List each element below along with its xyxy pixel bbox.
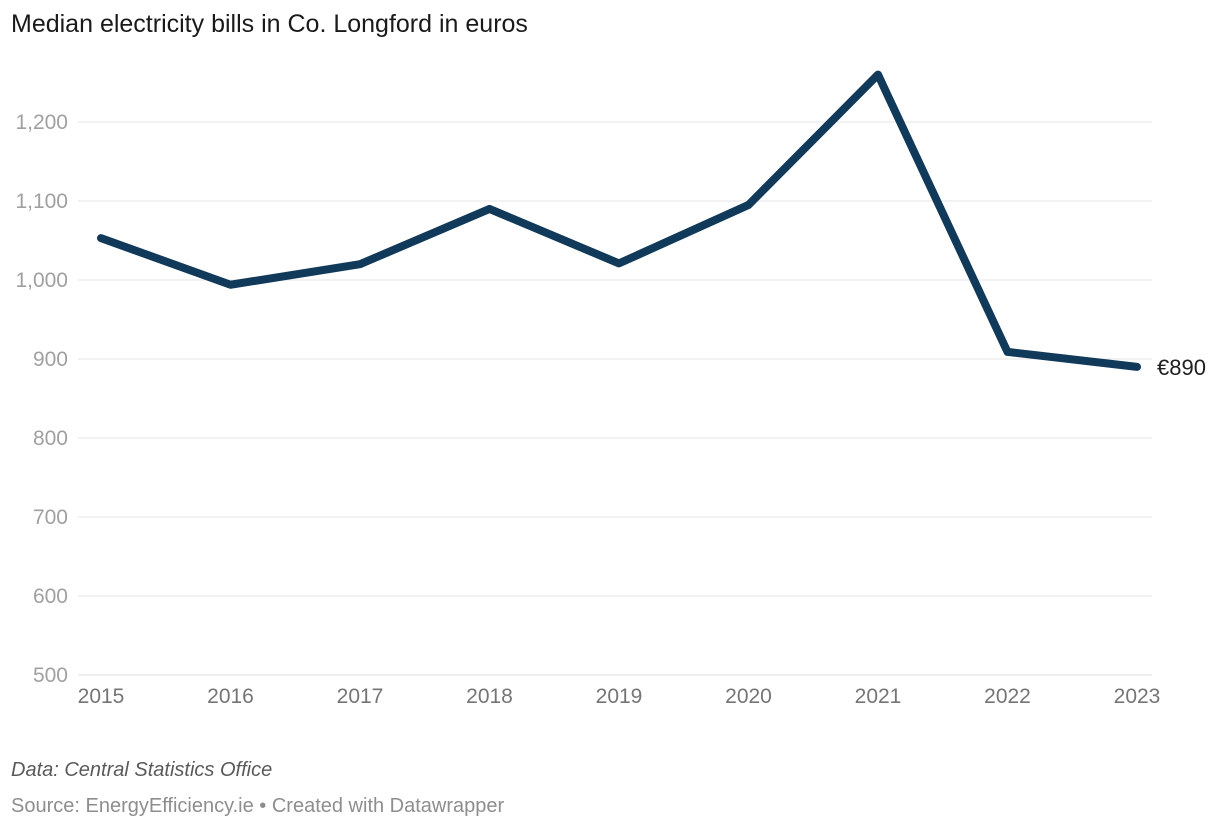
source-line: Source: EnergyEfficiency.ie • Created wi… (11, 795, 504, 818)
chart-title: Median electricity bills in Co. Longford… (11, 10, 528, 38)
y-axis-label: 700 (33, 506, 68, 529)
x-axis-label: 2018 (466, 685, 513, 708)
separator: • (253, 795, 272, 817)
x-axis-label: 2020 (725, 685, 772, 708)
y-axis-label: 1,200 (15, 111, 68, 134)
value-annotation: €890 (1157, 355, 1206, 380)
x-axis-label: 2017 (337, 685, 384, 708)
source-link[interactable]: EnergyEfficiency.ie (85, 795, 254, 817)
y-axis-label: 900 (33, 348, 68, 371)
datawrapper-credit-link[interactable]: Created with Datawrapper (271, 795, 505, 817)
x-axis-label: 2019 (596, 685, 643, 708)
y-axis-label: 600 (33, 585, 68, 608)
x-axis-label: 2015 (78, 685, 125, 708)
x-axis-label: 2022 (984, 685, 1031, 708)
y-axis-label: 800 (33, 427, 68, 450)
y-axis-label: 1,100 (15, 190, 68, 213)
y-axis-label: 500 (33, 664, 68, 687)
source-label: Source: (11, 795, 86, 817)
x-axis-label: 2021 (855, 685, 902, 708)
x-axis-label: 2023 (1114, 685, 1161, 708)
data-line (97, 70, 1141, 371)
x-axis-label: 2016 (207, 685, 254, 708)
y-axis-label: 1,000 (15, 269, 68, 292)
data-note: Data: Central Statistics Office (11, 759, 273, 781)
